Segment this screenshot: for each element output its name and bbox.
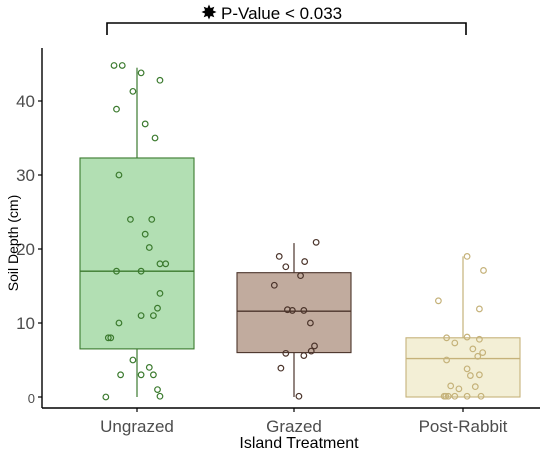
data-point-ungrazed — [137, 267, 145, 275]
data-point-ungrazed — [104, 334, 112, 342]
p-value-label: P-Value < 0.033 — [221, 4, 342, 23]
data-point-post-rabbit — [444, 392, 452, 400]
data-point-post-rabbit — [479, 349, 487, 357]
data-point-ungrazed — [118, 62, 126, 69]
y-tick-label: 40 — [16, 92, 35, 111]
data-point-post-rabbit — [463, 333, 471, 341]
data-point-post-rabbit — [466, 372, 474, 379]
data-point-ungrazed — [154, 304, 161, 312]
y-tick-label: 20 — [16, 240, 35, 259]
star-burst-icon — [201, 4, 217, 20]
data-point-grazed — [295, 392, 303, 400]
data-point-grazed — [307, 347, 315, 355]
data-point-grazed — [312, 238, 320, 246]
data-point-post-rabbit — [463, 365, 471, 373]
data-point-post-rabbit — [442, 392, 450, 400]
data-point-ungrazed — [145, 364, 153, 371]
data-point-ungrazed — [113, 267, 120, 275]
data-point-post-rabbit — [477, 392, 485, 400]
data-point-ungrazed — [129, 87, 137, 95]
data-point-grazed — [270, 281, 278, 289]
data-point-post-rabbit — [435, 297, 442, 305]
data-point-grazed — [275, 252, 283, 260]
data-point-ungrazed — [141, 120, 149, 128]
data-point-ungrazed — [148, 215, 156, 223]
data-point-ungrazed — [156, 392, 164, 400]
x-tick-label-grazed: Grazed — [266, 417, 322, 436]
data-point-ungrazed — [149, 312, 157, 320]
data-point-post-rabbit — [476, 371, 483, 379]
data-point-ungrazed — [110, 62, 118, 69]
data-point-post-rabbit — [451, 339, 459, 347]
data-point-ungrazed — [162, 260, 170, 268]
data-point-grazed — [282, 263, 290, 271]
x-tick-label-ungrazed: Ungrazed — [100, 417, 174, 436]
data-point-grazed — [301, 258, 309, 265]
data-point-ungrazed — [129, 356, 137, 364]
box-ungrazed — [79, 67, 195, 397]
data-point-post-rabbit — [455, 385, 463, 393]
data-point-ungrazed — [115, 319, 123, 327]
y-axis-title: Soil Depth (cm) — [5, 195, 21, 291]
data-point-ungrazed — [151, 134, 159, 142]
data-point-grazed — [288, 307, 296, 314]
data-point-post-rabbit — [480, 267, 487, 274]
data-point-post-rabbit — [471, 383, 479, 391]
data-point-ungrazed — [102, 393, 110, 401]
data-point-post-rabbit — [476, 335, 483, 343]
data-point-ungrazed — [145, 244, 153, 251]
data-point-grazed — [300, 352, 308, 359]
data-point-ungrazed — [115, 171, 123, 179]
data-point-post-rabbit — [451, 392, 459, 400]
significance-bracket — [106, 22, 467, 35]
data-point-ungrazed — [154, 386, 161, 394]
data-point-post-rabbit — [443, 334, 451, 342]
data-point-ungrazed — [149, 371, 157, 379]
box-post-rabbit — [405, 256, 521, 398]
y-tick-label: 30 — [16, 166, 35, 185]
y-tick-label: 0 — [28, 391, 35, 406]
data-point-ungrazed — [137, 312, 145, 320]
data-point-grazed — [284, 306, 291, 314]
data-point-grazed — [282, 349, 290, 357]
box-iqr — [79, 157, 195, 350]
data-point-post-rabbit — [463, 392, 471, 400]
data-point-ungrazed — [156, 290, 164, 297]
data-point-ungrazed — [127, 215, 134, 223]
y-tick-label: 10 — [16, 314, 35, 333]
box-grazed — [236, 243, 352, 397]
data-point-ungrazed — [137, 69, 145, 77]
data-point-grazed — [311, 342, 318, 350]
data-point-ungrazed — [137, 371, 145, 379]
data-point-grazed — [307, 319, 314, 327]
box-iqr — [405, 337, 521, 398]
data-point-post-rabbit — [463, 252, 471, 260]
data-point-post-rabbit — [443, 356, 451, 364]
data-point-post-rabbit — [447, 382, 455, 390]
data-point-ungrazed — [156, 76, 164, 84]
data-point-post-rabbit — [474, 352, 482, 360]
x-axis-title: Island Treatment — [239, 435, 359, 452]
data-point-ungrazed — [117, 371, 124, 379]
data-point-post-rabbit — [469, 345, 477, 353]
data-point-grazed — [300, 307, 308, 314]
data-point-post-rabbit — [476, 305, 483, 313]
data-point-grazed — [297, 272, 304, 280]
significance-annotation: P-Value < 0.033 — [106, 4, 467, 35]
data-point-ungrazed — [141, 230, 149, 238]
data-point-grazed — [277, 364, 285, 372]
data-point-ungrazed — [107, 334, 115, 342]
x-tick-label-post-rabbit: Post-Rabbit — [419, 417, 508, 436]
data-point-ungrazed — [113, 105, 120, 113]
